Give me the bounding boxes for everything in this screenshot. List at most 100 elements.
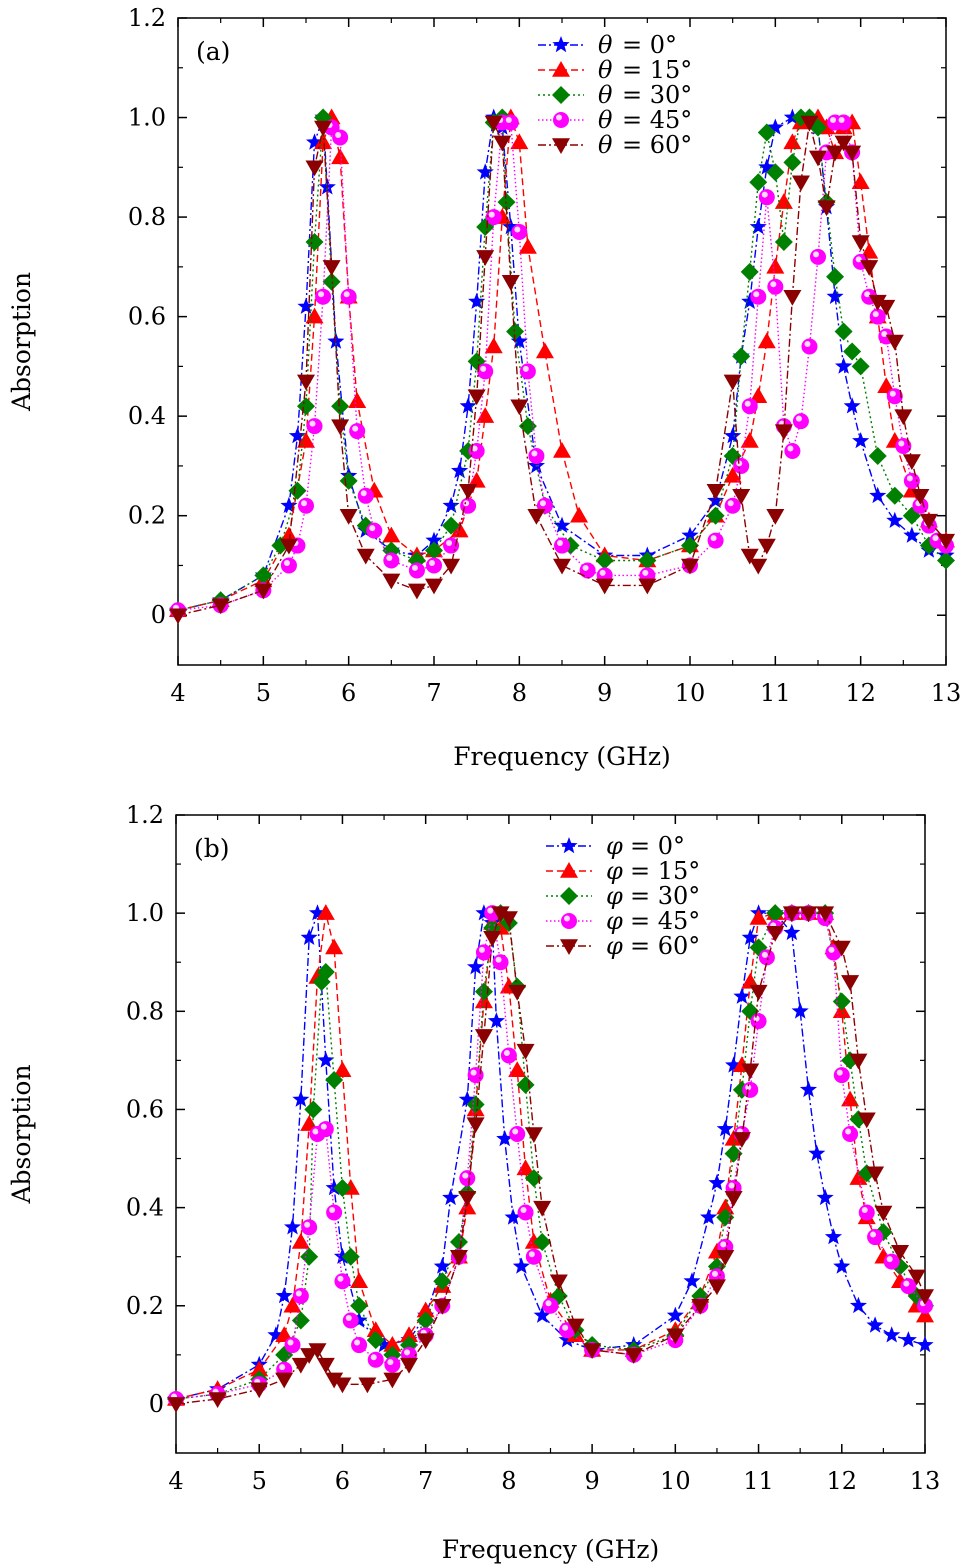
data-point-triangle-up [723, 466, 742, 483]
marker-ball [342, 1312, 359, 1329]
legend-entry-3: θ = 30° [538, 81, 692, 109]
data-point-star [741, 928, 759, 945]
data-point-star [741, 292, 759, 309]
series-line [175, 912, 926, 1400]
data-point-triangle-down [291, 1357, 310, 1374]
data-point-star [899, 1331, 917, 1348]
data-point-circle [459, 1170, 476, 1187]
data-point-triangle-down [800, 115, 819, 132]
data-point-triangle-down [314, 120, 333, 137]
data-point-triangle-up [851, 173, 870, 189]
data-point-triangle-down [356, 548, 375, 565]
marker-ball [784, 442, 801, 459]
data-point-star [700, 1208, 718, 1225]
data-point-star [350, 1311, 368, 1328]
marker-highlight [295, 1290, 302, 1297]
data-point-circle [460, 497, 477, 514]
data-point-triangle-up [283, 1296, 302, 1313]
data-point-diamond [740, 262, 759, 281]
data-point-star [333, 1247, 351, 1264]
y-tick-label: 0.4 [128, 402, 166, 430]
data-point-triangle-down [322, 260, 341, 276]
y-tick-label: 0.4 [126, 1194, 164, 1222]
marker-ball [340, 288, 357, 305]
data-point-diamond [832, 992, 851, 1011]
marker-highlight [503, 1049, 510, 1056]
data-point-star [766, 118, 784, 135]
marker-ball [298, 497, 314, 514]
marker-ball [810, 248, 826, 265]
marker-highlight [522, 365, 529, 372]
data-point-star [458, 1090, 476, 1107]
data-point-diamond [766, 904, 785, 923]
marker-highlight [753, 1015, 760, 1022]
data-point-triangle-up [766, 257, 785, 274]
marker-ball [292, 1287, 309, 1304]
series-line [175, 912, 926, 1400]
marker-highlight [320, 1123, 327, 1130]
legend-marker [552, 138, 570, 154]
data-point-triangle-down [383, 1372, 402, 1389]
marker-ball [511, 224, 528, 241]
x-tick-label: 7 [426, 679, 441, 707]
data-point-triangle-up [774, 193, 793, 209]
data-point-diamond [297, 397, 315, 416]
series-5 [167, 906, 934, 1413]
data-point-circle [792, 413, 809, 430]
marker-highlight [582, 564, 589, 571]
marker-ball [528, 447, 545, 464]
data-point-star [459, 397, 477, 414]
data-point-triangle-down [250, 1382, 269, 1399]
data-point-triangle-down [516, 1043, 535, 1060]
x-axis-label-b: Frequency (GHz) [442, 1535, 660, 1564]
data-point-star [502, 218, 520, 235]
data-point-triangle-down [817, 200, 836, 217]
marker-highlight [753, 291, 760, 298]
data-point-circle [833, 1067, 850, 1084]
data-point-diamond [288, 481, 307, 500]
data-point-diamond [366, 1331, 385, 1350]
data-point-diamond [449, 1232, 468, 1251]
data-point-circle [801, 338, 818, 355]
marker-highlight [711, 1270, 718, 1277]
marker-ball [724, 497, 741, 514]
data-point-triangle-down [907, 1269, 926, 1286]
data-point-circle [351, 1337, 368, 1354]
data-point-star [275, 1287, 293, 1304]
data-point-triangle-down [749, 558, 768, 575]
data-point-circle [900, 1278, 917, 1295]
legend-symbol: θ [598, 81, 613, 109]
marker-highlight [864, 291, 871, 298]
marker-highlight [599, 569, 606, 576]
marker-ball [334, 1273, 351, 1290]
axis-ticks-b: 4 5 6 7 8 9 10 11 12 13 0 0.2 0.4 0.6 0.8 1.0 1.2 [126, 801, 940, 1495]
data-point-circle [317, 1121, 334, 1138]
legend-marker [552, 36, 570, 53]
marker-highlight [304, 1221, 311, 1228]
marker-highlight [872, 311, 879, 318]
data-point-triangle-down [841, 975, 860, 991]
data-point-circle [292, 1287, 309, 1304]
data-point-star [903, 526, 921, 543]
data-point-triangle-down [716, 1249, 735, 1266]
marker-ball [553, 112, 569, 128]
marker-highlight [557, 540, 563, 547]
data-point-star [749, 218, 767, 235]
data-point-triangle-up [400, 1326, 419, 1342]
marker-highlight [539, 500, 546, 507]
data-point-star [487, 1012, 505, 1029]
data-point-triangle-down [510, 399, 529, 416]
marker-highlight [352, 425, 359, 432]
marker-ball [554, 537, 570, 554]
data-point-triangle-down [809, 150, 827, 167]
data-point-diamond [304, 1100, 323, 1119]
data-point-star [558, 1331, 576, 1348]
data-point-diamond [595, 551, 614, 570]
data-point-diamond [749, 173, 768, 192]
data-point-diamond [331, 397, 350, 416]
y-tick-label: 0.6 [126, 1095, 164, 1123]
marker-ball [519, 363, 536, 380]
data-point-triangle-down [483, 930, 502, 947]
marker-ball [351, 1337, 368, 1354]
marker-highlight [283, 559, 290, 566]
